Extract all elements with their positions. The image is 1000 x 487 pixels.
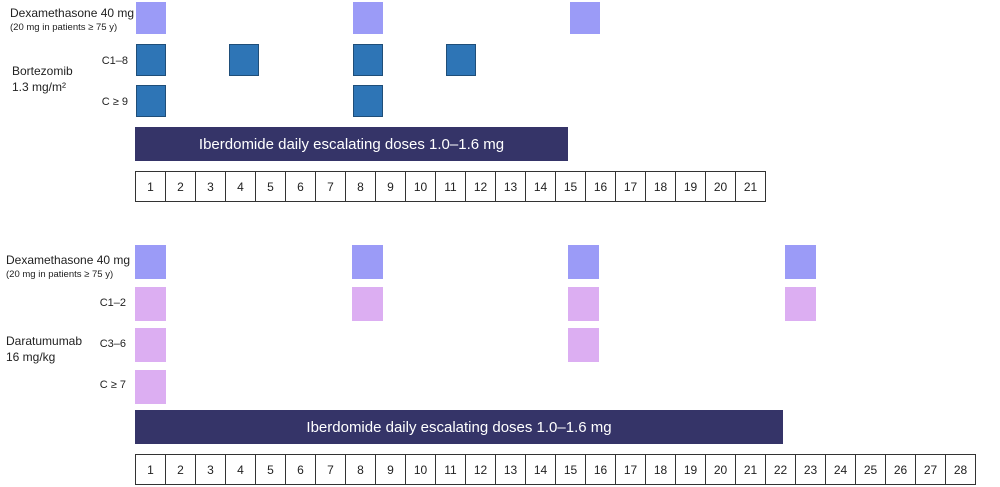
bottom-day-cell-6: 6 [285, 454, 316, 485]
bortezomib-label: Bortezomib 1.3 mg/m² [12, 64, 73, 94]
top-day-cell-13: 13 [495, 171, 526, 202]
top-day-cell-8: 8 [345, 171, 376, 202]
bottom-day-cell-26: 26 [885, 454, 916, 485]
bottom-day-cell-13: 13 [495, 454, 526, 485]
top-day-cell-18: 18 [645, 171, 676, 202]
bort-dose-day-4 [229, 44, 259, 76]
bort-c9-dose-day-8 [353, 85, 383, 117]
bottom-day-cell-23: 23 [795, 454, 826, 485]
bottom-day-cell-3: 3 [195, 454, 226, 485]
bort-c9-dose-day-1 [136, 85, 166, 117]
bottom-day-cell-10: 10 [405, 454, 436, 485]
bottom-day-cell-8: 8 [345, 454, 376, 485]
bottom-day-cell-20: 20 [705, 454, 736, 485]
bottom-day-cell-18: 18 [645, 454, 676, 485]
top-day-cell-14: 14 [525, 171, 556, 202]
bottom-day-cell-19: 19 [675, 454, 706, 485]
top-day-cell-11: 11 [435, 171, 466, 202]
bort-row-c1-8-label: C1–8 [101, 55, 128, 67]
bottom-day-cell-16: 16 [585, 454, 616, 485]
top-day-cell-4: 4 [225, 171, 256, 202]
dara-dose-day-22 [785, 287, 816, 321]
bottom-day-cell-24: 24 [825, 454, 856, 485]
top-day-cell-6: 6 [285, 171, 316, 202]
dex2-dose-day-15 [568, 245, 599, 279]
dara-dose-day-1 [135, 287, 166, 321]
iberdomide-bar-bottom: Iberdomide daily escalating doses 1.0–1.… [135, 410, 783, 444]
top-day-cell-3: 3 [195, 171, 226, 202]
bottom-day-cell-4: 4 [225, 454, 256, 485]
dara-dose-day-8 [352, 287, 383, 321]
bort-row-c9-label: C ≥ 9 [101, 96, 128, 108]
bottom-day-cell-25: 25 [855, 454, 886, 485]
day-scale-top: 1 2 3 4 5 6 7 8 9 10 11 12 13 14 15 16 17 18 19 20 21 [135, 171, 766, 202]
bortezomib-dose: 1.3 mg/m² [12, 80, 67, 94]
dara-c7-dose-day-1 [135, 370, 166, 404]
top-day-cell-17: 17 [615, 171, 646, 202]
top-day-cell-19: 19 [675, 171, 706, 202]
top-day-cell-2: 2 [165, 171, 196, 202]
bottom-day-cell-11: 11 [435, 454, 466, 485]
dara-row-c3-6-label: C3–6 [99, 338, 126, 350]
top-day-cell-16: 16 [585, 171, 616, 202]
top-day-cell-21: 21 [735, 171, 766, 202]
top-day-cell-15: 15 [555, 171, 586, 202]
bort-dose-day-11 [446, 44, 476, 76]
bottom-day-cell-21: 21 [735, 454, 766, 485]
bottom-day-cell-2: 2 [165, 454, 196, 485]
dex-dose-day-15 [570, 2, 600, 34]
dex2-dose-day-8 [352, 245, 383, 279]
day-scale-bottom: 1 2 3 4 5 6 7 8 9 10 11 12 13 14 15 16 17 18 19 20 21 22 23 24 2… [135, 454, 976, 485]
dex-sub-bottom: (20 mg in patients ≥ 75 y) [6, 269, 114, 281]
dara-c3-6-dose-day-15 [568, 328, 599, 362]
iberdomide-bar-top: Iberdomide daily escalating doses 1.0–1.… [135, 127, 568, 161]
top-day-cell-20: 20 [705, 171, 736, 202]
bottom-day-cell-28: 28 [945, 454, 976, 485]
dex-label-bottom: Dexamethasone 40 mg (20 mg in patients ≥… [6, 253, 131, 281]
bottom-day-cell-9: 9 [375, 454, 406, 485]
top-day-cell-1: 1 [135, 171, 166, 202]
dara-row-c7-label: C ≥ 7 [99, 379, 126, 391]
bottom-day-cell-5: 5 [255, 454, 286, 485]
top-day-cell-5: 5 [255, 171, 286, 202]
dex-label-top: Dexamethasone 40 mg (20 mg in patients ≥… [10, 6, 135, 34]
bottom-day-cell-14: 14 [525, 454, 556, 485]
daratumumab-dose: 16 mg/kg [6, 350, 56, 364]
dex-dose-day-1 [136, 2, 166, 34]
bottom-day-cell-15: 15 [555, 454, 586, 485]
dara-c3-6-dose-day-1 [135, 328, 166, 362]
top-day-cell-10: 10 [405, 171, 436, 202]
top-day-cell-7: 7 [315, 171, 346, 202]
dex2-dose-day-1 [135, 245, 166, 279]
dex-dose-day-8 [353, 2, 383, 34]
dex-sub-top: (20 mg in patients ≥ 75 y) [10, 22, 118, 34]
dara-row-c1-2-label: C1–2 [99, 297, 126, 309]
bottom-day-cell-17: 17 [615, 454, 646, 485]
bottom-day-cell-7: 7 [315, 454, 346, 485]
top-day-cell-12: 12 [465, 171, 496, 202]
top-day-cell-9: 9 [375, 171, 406, 202]
bottom-day-cell-1: 1 [135, 454, 166, 485]
dara-dose-day-15 [568, 287, 599, 321]
bort-dose-day-1 [136, 44, 166, 76]
bottom-day-cell-12: 12 [465, 454, 496, 485]
bottom-day-cell-22: 22 [765, 454, 796, 485]
daratumumab-label: Daratumumab 16 mg/kg [6, 334, 83, 364]
bottom-day-cell-27: 27 [915, 454, 946, 485]
bort-dose-day-8 [353, 44, 383, 76]
dex2-dose-day-22 [785, 245, 816, 279]
